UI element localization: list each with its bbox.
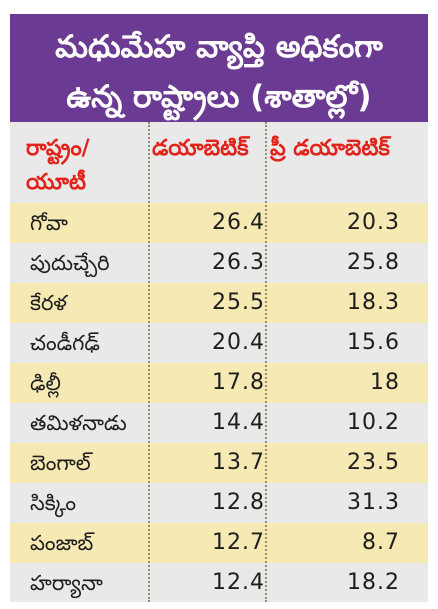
state-name: తమిళనాడు — [30, 411, 127, 435]
diabetic-value: 12.7 — [212, 530, 265, 555]
diabetic-value: 14.4 — [212, 410, 265, 435]
state-name: పుదుచ్చేరి — [30, 251, 110, 275]
prediabetic-value: 15.6 — [347, 330, 400, 355]
table-row: బెంగాల్ 13.7 23.5 — [10, 443, 428, 483]
state-name: హర్యానా — [30, 571, 103, 595]
table-row: పుదుచ్చేరి 26.3 25.8 — [10, 243, 428, 283]
prediabetic-value: 23.5 — [347, 450, 400, 475]
diabetic-value: 25.5 — [212, 290, 265, 315]
table-row: కేరళ 25.5 18.3 — [10, 283, 428, 323]
header-diabetic: డయాబెటిక్ — [152, 136, 249, 161]
prediabetic-value: 20.3 — [347, 210, 400, 235]
prediabetic-value: 18.3 — [347, 290, 400, 315]
prediabetic-value: 25.8 — [347, 250, 400, 275]
prediabetic-value: 8.7 — [362, 530, 400, 555]
diabetic-value: 26.3 — [212, 250, 265, 275]
header-state-line-1: రాష్ట్రం/ — [26, 136, 90, 161]
header-prediabetic: ప్రీ డయాబెటిక్ — [270, 136, 390, 161]
state-name: ఢిల్లీ — [30, 371, 61, 395]
diabetic-value: 20.4 — [212, 330, 265, 355]
table-row: హర్యానా 12.4 18.2 — [10, 563, 428, 603]
state-name: కేరళ — [30, 291, 67, 315]
table-row: తమిళనాడు 14.4 10.2 — [10, 403, 428, 443]
prediabetic-value: 31.3 — [347, 490, 400, 515]
header-state-line-2: యూటీ — [26, 170, 86, 195]
table-row: సిక్కిం 12.8 31.3 — [10, 483, 428, 523]
diabetic-value: 12.4 — [212, 570, 265, 595]
state-name: గోవా — [30, 211, 68, 235]
diabetic-value: 26.4 — [212, 210, 265, 235]
table-row: ఢిల్లీ 17.8 18 — [10, 363, 428, 403]
title-line-2: ఉన్న రాష్ట్రాలు (శాతాల్లో) — [66, 79, 372, 115]
table-row: గోవా 26.4 20.3 — [10, 203, 428, 243]
title-line-1: మధుమేహ వ్యాప్తి అధికంగా — [55, 29, 383, 65]
prediabetic-value: 10.2 — [347, 410, 400, 435]
diabetic-value: 13.7 — [212, 450, 265, 475]
column-divider — [148, 122, 150, 602]
state-name: చండీగఢ్ — [30, 331, 100, 355]
column-divider — [265, 122, 267, 602]
state-name: పంజాబ్ — [30, 531, 94, 555]
table-title: మధుమేహ వ్యాప్తి అధికంగా ఉన్న రాష్ట్రాలు … — [10, 14, 428, 122]
state-name: బెంగాల్ — [30, 451, 91, 475]
table-row: పంజాబ్ 12.7 8.7 — [10, 523, 428, 563]
diabetic-value: 17.8 — [212, 370, 265, 395]
state-name: సిక్కిం — [30, 491, 76, 515]
table-row: చండీగఢ్ 20.4 15.6 — [10, 323, 428, 363]
prediabetic-value: 18.2 — [347, 570, 400, 595]
diabetic-value: 12.8 — [212, 490, 265, 515]
prediabetic-value: 18 — [370, 370, 400, 395]
